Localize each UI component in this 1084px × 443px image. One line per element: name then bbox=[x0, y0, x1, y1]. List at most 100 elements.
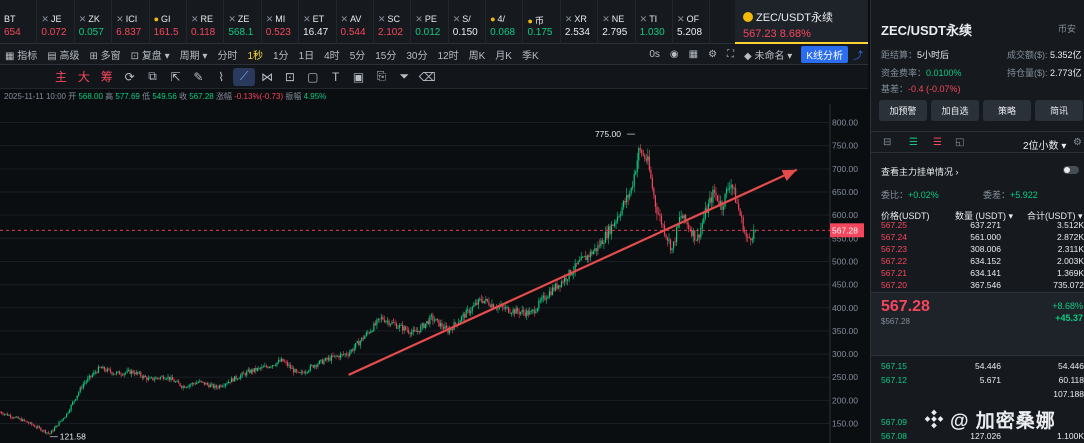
toolbar-item[interactable]: 30分 bbox=[401, 47, 432, 62]
toolbar-item[interactable]: 分时 bbox=[212, 47, 242, 62]
measure-tool-icon[interactable]: ⊡ bbox=[284, 69, 295, 84]
toolbar-item[interactable]: ⊞ 多窗 bbox=[84, 47, 125, 62]
toolbar-item[interactable]: 12时 bbox=[433, 47, 464, 62]
close-icon[interactable]: ✕ bbox=[677, 14, 685, 24]
price-chart[interactable]: 800.00 750.00 700.00 650.00 600.00 550.00 500.… bbox=[0, 104, 868, 443]
add-watchlist-button[interactable]: 加自选 bbox=[931, 100, 979, 121]
toolbar-item[interactable]: 季K bbox=[517, 47, 544, 62]
ticker-item[interactable]: ✕ XR 2.534 bbox=[561, 0, 599, 44]
toolbar-item[interactable]: 4时 bbox=[319, 47, 345, 62]
add-alert-button[interactable]: 加预警 bbox=[879, 100, 927, 121]
main-indicator-button[interactable]: 主 bbox=[54, 70, 67, 84]
close-icon[interactable]: ✕ bbox=[41, 14, 49, 24]
asks-only-icon[interactable]: ☰ bbox=[933, 137, 942, 148]
ticker-item[interactable]: ✕ OF 5.208 bbox=[673, 0, 711, 44]
close-icon[interactable]: ✕ bbox=[78, 14, 87, 24]
ticker-item[interactable]: ✕ ICI 6.837 bbox=[112, 0, 150, 44]
trend-arrow-line[interactable] bbox=[348, 168, 798, 376]
active-symbol-tab[interactable]: ZEC/USDT永续 567.23 8.68% bbox=[735, 0, 868, 44]
ticker-item[interactable]: ✕ MI 0.523 bbox=[262, 0, 300, 44]
close-icon[interactable]: ✕ bbox=[190, 14, 199, 24]
orderbook-row[interactable]: 107.188 bbox=[871, 389, 1084, 400]
settings-icon[interactable]: ⚙ bbox=[1073, 137, 1082, 148]
toolbar-item[interactable]: 15分 bbox=[370, 47, 401, 62]
main-orders-toggle[interactable] bbox=[1063, 166, 1079, 174]
ticker-item[interactable]: ✕ RE 0.118 bbox=[187, 0, 225, 44]
orderbook-row[interactable]: 567.15 54.446 54.446 bbox=[871, 361, 1084, 372]
ticker-item[interactable]: ✕ TI 1.030 bbox=[636, 0, 674, 44]
orderbook-row[interactable]: 567.08 127.026 1.100K bbox=[871, 431, 1084, 442]
refresh-seconds[interactable]: 0s bbox=[649, 48, 660, 60]
ticker-item[interactable]: BT 654 bbox=[0, 0, 38, 44]
close-icon[interactable]: ✕ bbox=[602, 14, 610, 24]
line-tool-icon[interactable]: ⌇ bbox=[218, 69, 225, 84]
camera-icon[interactable]: ◉ bbox=[669, 48, 679, 60]
toolbar-item[interactable]: 5分 bbox=[345, 47, 371, 62]
strategy-button[interactable]: 策略 bbox=[983, 100, 1031, 121]
precision-select[interactable]: 2位小数 ▾ bbox=[1023, 141, 1067, 152]
close-icon[interactable]: ✕ bbox=[228, 14, 236, 24]
orderbook-row[interactable]: 567.22 634.152 2.003K bbox=[871, 256, 1084, 267]
news-button[interactable]: 简讯 bbox=[1035, 100, 1083, 121]
toolbar-item[interactable]: 月K bbox=[490, 47, 517, 62]
ticker-item[interactable]: ✕ NE 2.795 bbox=[598, 0, 636, 44]
orderbook-row[interactable]: 567.25 637.271 3.512K bbox=[871, 220, 1084, 231]
ticker-item[interactable]: ✕ ZE 568.1 bbox=[224, 0, 262, 44]
cursor-icon[interactable]: ⇱ bbox=[170, 69, 181, 84]
close-icon[interactable]: ✕ bbox=[415, 14, 423, 24]
orderbook-row[interactable]: 567.23 308.006 2.311K bbox=[871, 244, 1084, 255]
bids-only-icon[interactable]: ☰ bbox=[909, 137, 918, 148]
both-sides-icon[interactable]: ⊟ bbox=[883, 137, 892, 148]
orderbook-row[interactable]: 567.20 367.546 735.072 bbox=[871, 280, 1084, 291]
ticker-item[interactable]: ✕ SC 2.102 bbox=[374, 0, 412, 44]
ticker-item[interactable]: ✕ ZK 0.057 bbox=[75, 0, 113, 44]
close-icon[interactable]: ✕ bbox=[639, 14, 648, 24]
ticker-item[interactable]: ✕ ET 16.47 bbox=[299, 0, 337, 44]
chip-indicator-button[interactable]: 筹 bbox=[100, 70, 113, 84]
ticker-item[interactable]: ✕ AV 0.544 bbox=[337, 0, 374, 44]
col-total[interactable]: 合计(USDT) ▾ bbox=[1027, 211, 1083, 221]
orderbook-row[interactable]: 567.09 bbox=[871, 417, 1084, 428]
image-tool-icon[interactable]: ▣ bbox=[352, 69, 365, 84]
close-icon[interactable]: ✕ bbox=[340, 14, 349, 24]
big-indicator-button[interactable]: 大 bbox=[77, 70, 90, 84]
orderbook-row[interactable]: 567.21 634.141 1.369K bbox=[871, 268, 1084, 279]
close-icon[interactable]: ✕ bbox=[116, 14, 124, 24]
ticker-item[interactable]: ✕ JE 0.072 bbox=[37, 0, 75, 44]
ticker-item[interactable]: ✕ PE 0.012 bbox=[411, 0, 449, 44]
close-icon[interactable]: ✕ bbox=[452, 14, 461, 24]
layout-name-select[interactable]: ◆ 未命名 ▾ bbox=[744, 50, 793, 62]
toolbar-item[interactable]: 1分 bbox=[268, 47, 294, 62]
toolbar-item[interactable]: 1秒 bbox=[242, 47, 268, 62]
ticker-item[interactable]: ● 4/0.068 bbox=[486, 0, 524, 44]
ticker-item[interactable]: ● 币 0.175 bbox=[523, 0, 561, 44]
filter-tool-icon[interactable]: ⏷ bbox=[399, 69, 410, 83]
ticker-item[interactable]: ✕ S/0.150 bbox=[449, 0, 487, 44]
share-icon[interactable]: ⤴ bbox=[853, 50, 863, 62]
close-icon[interactable]: ✕ bbox=[303, 14, 311, 24]
copy-tool-icon[interactable]: ⎘ bbox=[376, 69, 387, 83]
expand-icon[interactable]: ⛶ bbox=[727, 48, 735, 60]
ticker-item[interactable]: ● GI 161.5 bbox=[150, 0, 187, 44]
refresh-icon[interactable]: ⟳ bbox=[124, 69, 135, 84]
kline-analysis-button[interactable]: K线分析 bbox=[801, 45, 848, 63]
toolbar-item[interactable]: ▤ 高级 bbox=[42, 47, 84, 62]
pencil-icon[interactable]: ✎ bbox=[193, 69, 204, 84]
text-tool-icon[interactable]: T bbox=[332, 69, 340, 84]
orderbook-row[interactable]: 567.12 5.671 60.118 bbox=[871, 375, 1084, 386]
trendline-tool-icon[interactable]: ⟋ bbox=[233, 67, 256, 86]
toolbar-item[interactable]: ⊡ 复盘 ▾ bbox=[126, 47, 175, 62]
col-qty[interactable]: 数量 (USDT) ▾ bbox=[955, 211, 1014, 221]
orderbook-row[interactable]: 567.24 561.000 2.872K bbox=[871, 232, 1084, 243]
main-orders-link[interactable]: 查看主力挂单情况 › bbox=[881, 167, 959, 177]
screenshot-icon[interactable]: ⧉ bbox=[148, 69, 157, 83]
close-icon[interactable]: ✕ bbox=[265, 14, 274, 24]
toolbar-item[interactable]: ▦ 指标 bbox=[0, 47, 42, 62]
pattern-tool-icon[interactable]: ⋈ bbox=[261, 69, 274, 84]
grid-icon[interactable]: ▦ bbox=[688, 48, 699, 60]
delete-tool-icon[interactable]: ⌫ bbox=[418, 69, 436, 84]
gear-icon[interactable]: ⚙ bbox=[708, 48, 718, 60]
toolbar-item[interactable]: 周期 ▾ bbox=[175, 47, 213, 62]
close-icon[interactable]: ✕ bbox=[377, 14, 386, 24]
toolbar-item[interactable]: 周K bbox=[464, 47, 491, 62]
